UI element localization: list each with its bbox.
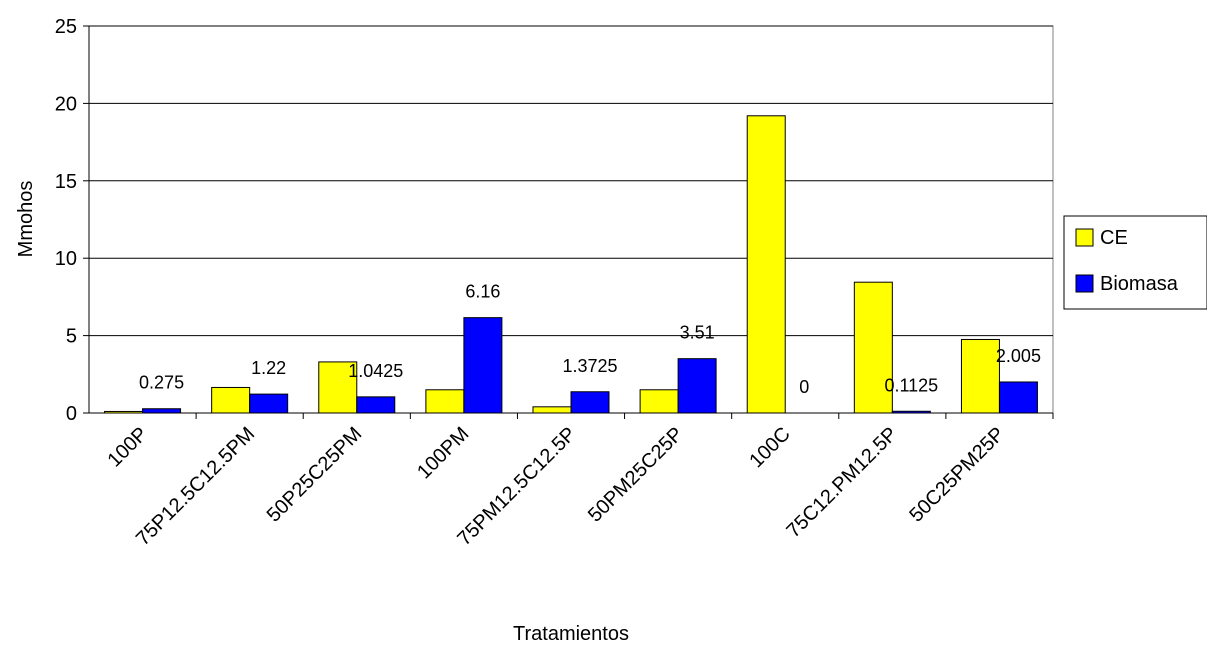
x-category-label: 75PM12.5C12.5P xyxy=(453,423,580,550)
data-labels: 0.275 1.22 1.0425 6.16 1.3725 3.51 0 0.1125 2.00… xyxy=(139,282,1041,397)
bar-ce xyxy=(746,115,786,414)
x-category-label: 50PM25C25P xyxy=(584,423,688,527)
data-label: 0.1125 xyxy=(884,375,938,395)
bar-biomasa xyxy=(677,358,717,414)
data-label: 6.16 xyxy=(465,282,500,302)
data-label: 1.0425 xyxy=(348,361,403,381)
y-tick-label: 15 xyxy=(55,171,77,193)
data-label: 2.005 xyxy=(996,346,1041,366)
bar-ce xyxy=(425,389,465,414)
x-category-label: 100P xyxy=(103,423,152,472)
data-label: 1.22 xyxy=(251,358,286,378)
x-category-label: 100C xyxy=(745,423,794,472)
x-category-label: 100PM xyxy=(413,423,473,483)
bar-ce xyxy=(532,406,572,414)
data-label: 1.3725 xyxy=(562,356,617,376)
bar-biomasa xyxy=(570,391,610,414)
legend: CE Biomasa xyxy=(1063,215,1207,310)
y-tick-label: 10 xyxy=(55,248,77,270)
x-category-label: 50P25C25PM xyxy=(263,423,367,527)
bar-ce xyxy=(853,281,893,414)
bar-biomasa xyxy=(142,408,182,414)
bar-ce xyxy=(960,338,1000,414)
x-category-label: 75C12.PM12.5P xyxy=(783,423,902,542)
legend-label-ce: CE xyxy=(1100,227,1128,249)
x-category-label: 75P12.5C12.5PM xyxy=(132,423,259,550)
bar-ce xyxy=(639,389,679,414)
x-axis-title: Tratamientos xyxy=(513,623,629,645)
bar-biomasa xyxy=(249,393,289,414)
y-tick-label: 0 xyxy=(66,403,77,425)
bar-biomasa xyxy=(463,317,503,414)
legend-label-biomasa: Biomasa xyxy=(1100,273,1179,295)
data-label: 3.51 xyxy=(680,323,715,343)
y-tick-label: 5 xyxy=(66,326,77,348)
data-label: 0.275 xyxy=(139,373,184,393)
bar-biomasa xyxy=(998,381,1038,414)
bar-ce xyxy=(211,386,251,414)
data-label: 0 xyxy=(799,377,809,397)
y-tick-label: 20 xyxy=(55,93,77,115)
legend-swatch-biomasa xyxy=(1075,274,1094,293)
legend-swatch-ce xyxy=(1075,228,1094,247)
y-axis-title: Mmohos xyxy=(15,181,37,258)
x-category-label: 50C25PM25P xyxy=(905,423,1009,527)
y-tick-label: 25 xyxy=(55,16,77,38)
y-axis-ticks: 0 5 10 15 20 25 xyxy=(55,16,89,425)
bar-biomasa xyxy=(356,396,396,414)
